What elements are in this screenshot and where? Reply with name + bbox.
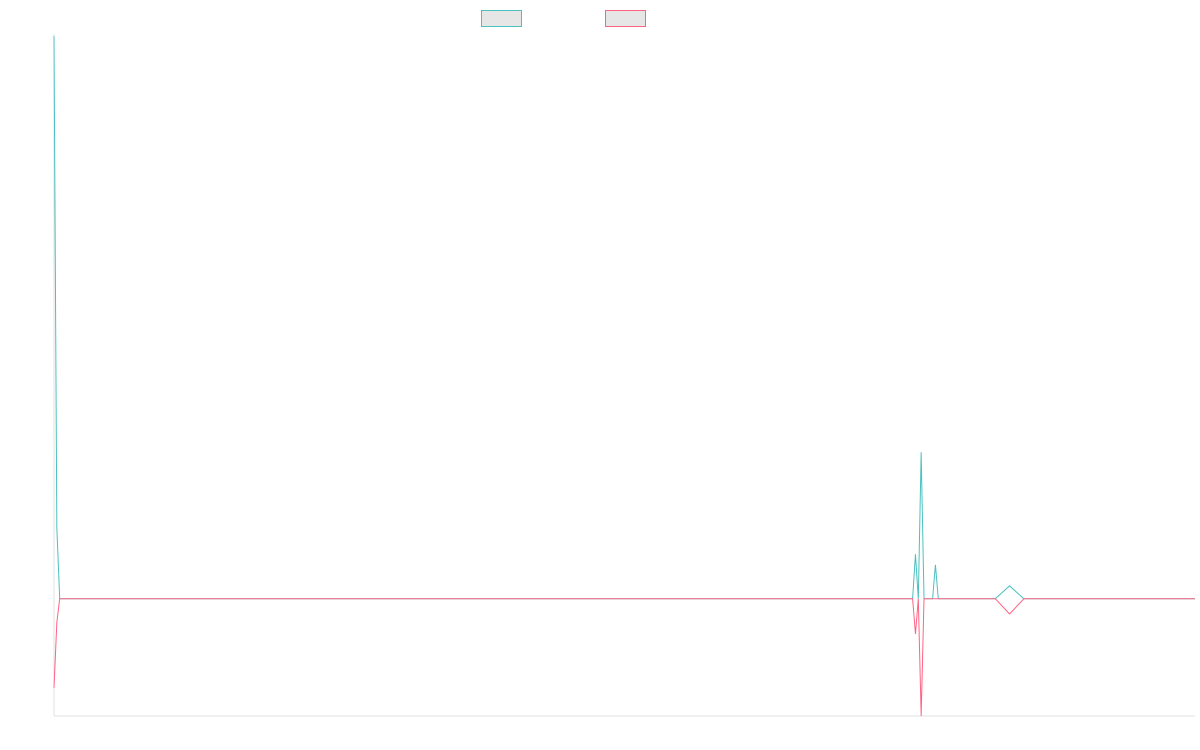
legend-swatch-series-1 (481, 10, 522, 27)
series-2-line (53, 598, 1195, 717)
legend-swatch-series-2 (605, 10, 646, 27)
series-1-line (53, 35, 1195, 600)
